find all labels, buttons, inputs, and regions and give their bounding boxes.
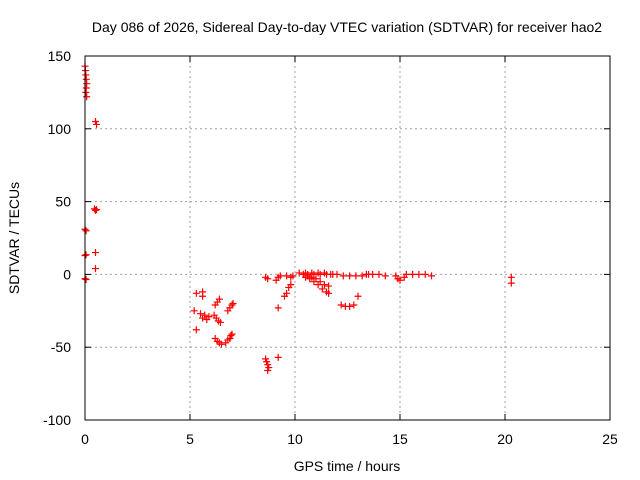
y-tick-label: 0 — [63, 266, 71, 282]
data-point — [329, 270, 337, 278]
data-point — [409, 270, 417, 278]
data-point — [83, 93, 91, 101]
data-point — [337, 301, 345, 309]
data-point — [346, 272, 354, 280]
data-point — [82, 275, 90, 283]
data-point — [287, 281, 295, 289]
data-point — [274, 353, 282, 361]
data-point — [229, 300, 237, 308]
data-point — [201, 311, 209, 319]
data-point — [346, 302, 354, 310]
data-point — [310, 270, 318, 278]
data-point — [318, 285, 326, 293]
data-point — [362, 270, 370, 278]
y-tick-label: 100 — [48, 121, 72, 137]
data-point — [295, 269, 303, 277]
y-axis-label: SDTVAR / TECUs — [6, 182, 22, 294]
y-tick-label: -50 — [51, 339, 71, 355]
y-tick-label: 50 — [55, 194, 71, 210]
data-point — [82, 88, 90, 96]
data-point — [228, 330, 236, 338]
data-point — [354, 292, 362, 300]
data-point — [358, 272, 366, 280]
data-point — [192, 289, 200, 297]
data-point — [381, 272, 389, 280]
data-point — [415, 270, 423, 278]
data-point — [227, 332, 235, 340]
data-point — [82, 227, 90, 235]
data-point — [428, 272, 435, 280]
data-point — [205, 313, 213, 321]
data-point — [402, 270, 410, 278]
chart-title: Day 086 of 2026, Sidereal Day-to-day VTE… — [92, 19, 602, 35]
grid — [85, 56, 610, 420]
data-point — [218, 340, 225, 348]
data-point — [316, 270, 324, 278]
data-point — [375, 270, 383, 278]
data-point — [507, 279, 515, 287]
data-point — [323, 270, 330, 278]
y-tick-label: 150 — [48, 48, 72, 64]
y-tick-label: -100 — [43, 412, 71, 428]
data-point — [92, 206, 99, 214]
data-point — [283, 272, 291, 280]
data-point — [93, 206, 101, 214]
data-point — [92, 265, 99, 273]
data-point — [276, 272, 284, 280]
data-point — [93, 120, 101, 128]
x-tick-label: 5 — [186, 431, 194, 447]
data-point — [350, 301, 358, 309]
data-point — [197, 310, 204, 318]
data-marks — [81, 62, 515, 374]
data-point — [352, 272, 360, 280]
plot-frame — [84, 55, 611, 421]
ticks: 0 5 10 15 20 25 -100 -50 0 50 100 150 — [43, 48, 618, 447]
data-point — [312, 275, 320, 283]
data-point — [320, 281, 328, 289]
x-tick-label: 20 — [497, 431, 513, 447]
data-point — [264, 275, 272, 283]
x-axis-label: GPS time / hours — [294, 458, 401, 474]
x-tick-label: 10 — [287, 431, 303, 447]
data-point — [215, 295, 223, 303]
data-point — [396, 276, 404, 284]
x-tick-label: 0 — [81, 431, 89, 447]
data-point — [264, 366, 272, 374]
data-point — [92, 249, 99, 257]
data-point — [228, 301, 236, 309]
data-point — [82, 251, 90, 259]
data-point — [325, 282, 333, 290]
data-point — [216, 318, 224, 326]
data-point — [369, 270, 377, 278]
data-point — [192, 326, 200, 334]
data-point — [283, 289, 291, 297]
data-point — [274, 304, 282, 312]
x-tick-label: 15 — [392, 431, 408, 447]
data-point — [190, 307, 198, 315]
data-point — [199, 292, 207, 300]
data-point — [289, 272, 297, 280]
data-point — [325, 289, 333, 297]
data-point — [339, 272, 347, 280]
x-tick-label: 25 — [602, 431, 618, 447]
data-point — [304, 270, 312, 278]
data-point — [421, 270, 429, 278]
data-point — [316, 278, 324, 286]
